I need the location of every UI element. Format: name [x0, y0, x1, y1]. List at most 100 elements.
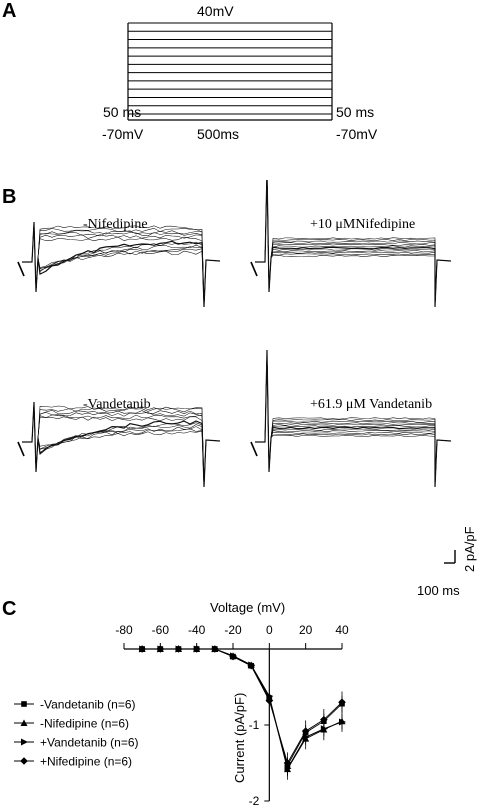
data-point: [211, 645, 219, 652]
trace-tail-start: [250, 261, 258, 277]
current-trace: [255, 349, 452, 488]
panel-a-label: A: [2, 0, 17, 22]
current-trace: [22, 401, 221, 488]
legend-marker-triangle-icon: [20, 719, 28, 726]
trace-label-nifedipine-drug: +10 μMNifedipine: [310, 217, 416, 232]
data-point: [138, 645, 146, 653]
trace-tail-start: [17, 261, 25, 277]
protocol-hold-left: -70mV: [102, 126, 144, 142]
data-point: [139, 645, 147, 653]
current-trace: [255, 180, 452, 308]
legend-marker-arrow-icon: [21, 738, 28, 746]
current-trace: [22, 401, 221, 488]
traces-vandetanib-control: [17, 401, 221, 488]
current-trace: [22, 221, 221, 308]
iv-y-axis-title: Current (pA/pF): [232, 692, 247, 783]
trace-label-nifedipine-control: -Nifedipine: [83, 217, 148, 232]
current-trace: [255, 349, 452, 488]
trace-tail-start: [17, 441, 25, 457]
panel-c-label: C: [2, 598, 17, 620]
current-trace: [22, 221, 221, 308]
current-trace: [255, 349, 452, 488]
current-trace: [255, 349, 452, 488]
data-point: [211, 645, 219, 653]
data-point: [174, 645, 183, 653]
current-trace: [255, 180, 452, 308]
data-point: [247, 661, 255, 670]
current-trace: [255, 349, 452, 488]
data-point: [320, 715, 328, 724]
voltage-protocol-diagram: [127, 22, 333, 121]
current-trace: [22, 221, 221, 308]
data-point: [156, 645, 164, 652]
current-trace: [255, 180, 452, 308]
data-point: [321, 718, 327, 724]
current-trace: [22, 401, 221, 488]
current-trace: [22, 221, 221, 308]
data-point: [302, 735, 310, 742]
current-trace: [255, 349, 452, 488]
protocol-top-voltage: 40mV: [197, 3, 234, 19]
x-tick-label: -20: [224, 623, 242, 637]
data-point: [302, 729, 309, 736]
x-tick-label: -80: [115, 623, 133, 637]
data-point: [284, 764, 292, 772]
current-trace: [22, 401, 221, 488]
data-point: [193, 645, 201, 653]
legend-marker-square-icon: [21, 701, 27, 707]
legend-label: -Nifedipine (n=6): [40, 717, 129, 731]
current-trace: [255, 349, 452, 488]
scale-bar-current-label: 2 pA/pF: [462, 526, 477, 572]
data-point: [284, 762, 291, 769]
data-point: [248, 662, 254, 669]
data-point: [266, 696, 273, 702]
data-point: [248, 661, 256, 669]
current-trace: [22, 401, 221, 488]
current-trace: [22, 221, 221, 308]
data-point: [156, 645, 165, 653]
current-trace: [255, 180, 452, 308]
data-point: [265, 696, 274, 705]
current-trace: [22, 221, 221, 308]
data-point: [193, 646, 200, 652]
data-point: [247, 661, 255, 668]
data-point: [229, 652, 237, 661]
current-trace: [255, 180, 452, 308]
current-trace: [255, 180, 452, 308]
data-point: [320, 726, 328, 733]
current-trace: [255, 349, 452, 488]
x-tick-label: -40: [188, 623, 206, 637]
current-trace: [255, 349, 452, 488]
x-tick-label: -60: [152, 623, 170, 637]
data-point: [301, 727, 310, 735]
legend-label: +Nifedipine (n=6): [40, 755, 132, 769]
current-trace: [22, 401, 221, 488]
data-point: [284, 765, 291, 773]
data-point: [193, 645, 201, 652]
protocol-step-duration: 500ms: [197, 126, 240, 142]
traces-vandetanib-drug: [250, 349, 452, 488]
current-trace: [22, 401, 221, 488]
data-point: [139, 646, 145, 652]
current-trace: [255, 180, 452, 308]
current-trace: [255, 349, 452, 488]
panel-b-label: B: [2, 186, 17, 208]
scale-bar-time-label: 100 ms: [417, 583, 460, 598]
current-trace: [22, 221, 221, 308]
data-point: [211, 645, 219, 653]
x-tick-label: 20: [299, 623, 313, 637]
current-trace: [255, 349, 452, 488]
current-trace: [255, 180, 452, 308]
current-trace: [255, 180, 452, 308]
data-point: [212, 646, 218, 652]
data-point: [338, 717, 346, 725]
protocol-right-time: 50 ms: [336, 104, 375, 120]
data-point: [339, 700, 345, 707]
data-point: [230, 653, 236, 660]
legend-label: +Vandetanib (n=6): [40, 736, 139, 750]
data-point: [266, 692, 274, 700]
data-point: [175, 645, 183, 653]
x-tick-label: 40: [335, 623, 349, 637]
data-point: [230, 652, 237, 660]
protocol-left-time: 50 ms: [103, 104, 142, 120]
